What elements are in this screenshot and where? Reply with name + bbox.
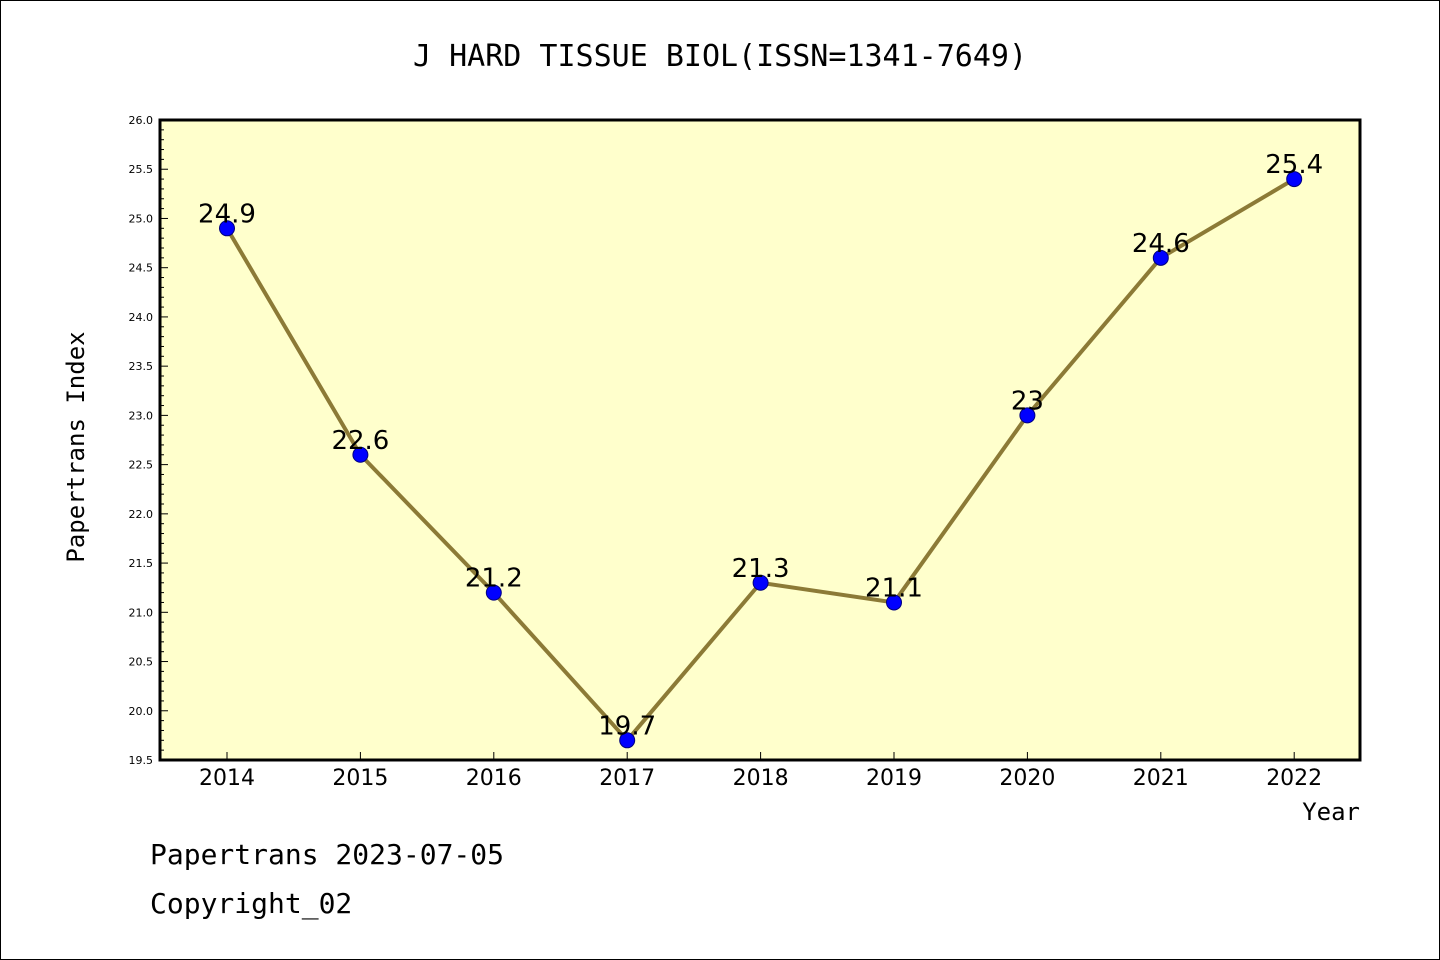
x-tick-label: 2021 [1133, 766, 1189, 791]
data-point [1286, 171, 1303, 188]
data-label: 21.1 [865, 573, 923, 603]
data-point [219, 220, 235, 237]
x-tick-label: 2017 [599, 766, 655, 791]
data-point [752, 574, 769, 591]
data-point [1152, 249, 1169, 266]
y-tick-label: 26.0 [129, 114, 154, 127]
y-tick-label: 24.5 [129, 262, 154, 275]
x-axis-ticks: 2014 2015 2016 2017 2018 2019 2020 2021 2022 [199, 752, 1322, 791]
x-tick-label: 2016 [466, 766, 522, 791]
data-label: 24.6 [1132, 229, 1190, 259]
data-point [886, 594, 902, 611]
data-point [352, 446, 369, 463]
y-tick-label: 22.0 [129, 508, 154, 521]
y-axis-ticks: 19.5 20.0 20.5 21.0 21.5 22.0 22.5 23.0 23.5 24.0… [129, 114, 168, 767]
data-label: 24.9 [198, 199, 256, 229]
chart-title: J HARD TISSUE BIOL(ISSN=1341-7649) [413, 39, 1027, 74]
y-tick-label: 20.0 [129, 705, 154, 718]
y-tick-label: 20.5 [129, 656, 154, 669]
data-label: 19.7 [598, 711, 656, 741]
data-points [219, 171, 1303, 749]
data-point [619, 732, 636, 749]
y-axis-label: Papertrans Index [62, 331, 90, 562]
x-tick-label: 2014 [199, 766, 255, 791]
y-tick-label: 19.5 [129, 754, 154, 767]
y-tick-label: 21.5 [129, 557, 154, 570]
x-tick-label: 2015 [332, 766, 388, 791]
x-axis-label: Year [1302, 798, 1360, 826]
data-labels: 24.9 22.6 21.2 19.7 21.3 21.1 23 24.6 25.4 [198, 150, 1323, 741]
y-tick-label: 25.0 [129, 212, 154, 225]
x-tick-label: 2018 [733, 766, 789, 791]
y-tick-label: 23.5 [129, 360, 154, 373]
data-label: 25.4 [1265, 150, 1323, 180]
y-tick-label: 21.0 [129, 606, 154, 619]
footer-date: Papertrans 2023-07-05 [150, 838, 504, 871]
data-point [485, 584, 502, 601]
y-tick-label: 24.0 [129, 311, 154, 324]
data-label: 23 [1011, 386, 1044, 416]
data-label: 21.3 [732, 554, 790, 584]
x-tick-label: 2020 [999, 766, 1055, 791]
data-label: 21.2 [465, 564, 523, 594]
data-label: 22.6 [331, 426, 389, 456]
x-tick-label: 2022 [1266, 766, 1322, 791]
y-tick-label: 22.5 [129, 459, 154, 472]
y-tick-label: 25.5 [129, 163, 154, 176]
footer-copyright: Copyright_02 [150, 887, 352, 921]
plot-area [158, 118, 1362, 762]
data-point [1019, 407, 1036, 424]
x-tick-label: 2019 [866, 766, 922, 791]
y-tick-label: 23.0 [129, 409, 154, 422]
